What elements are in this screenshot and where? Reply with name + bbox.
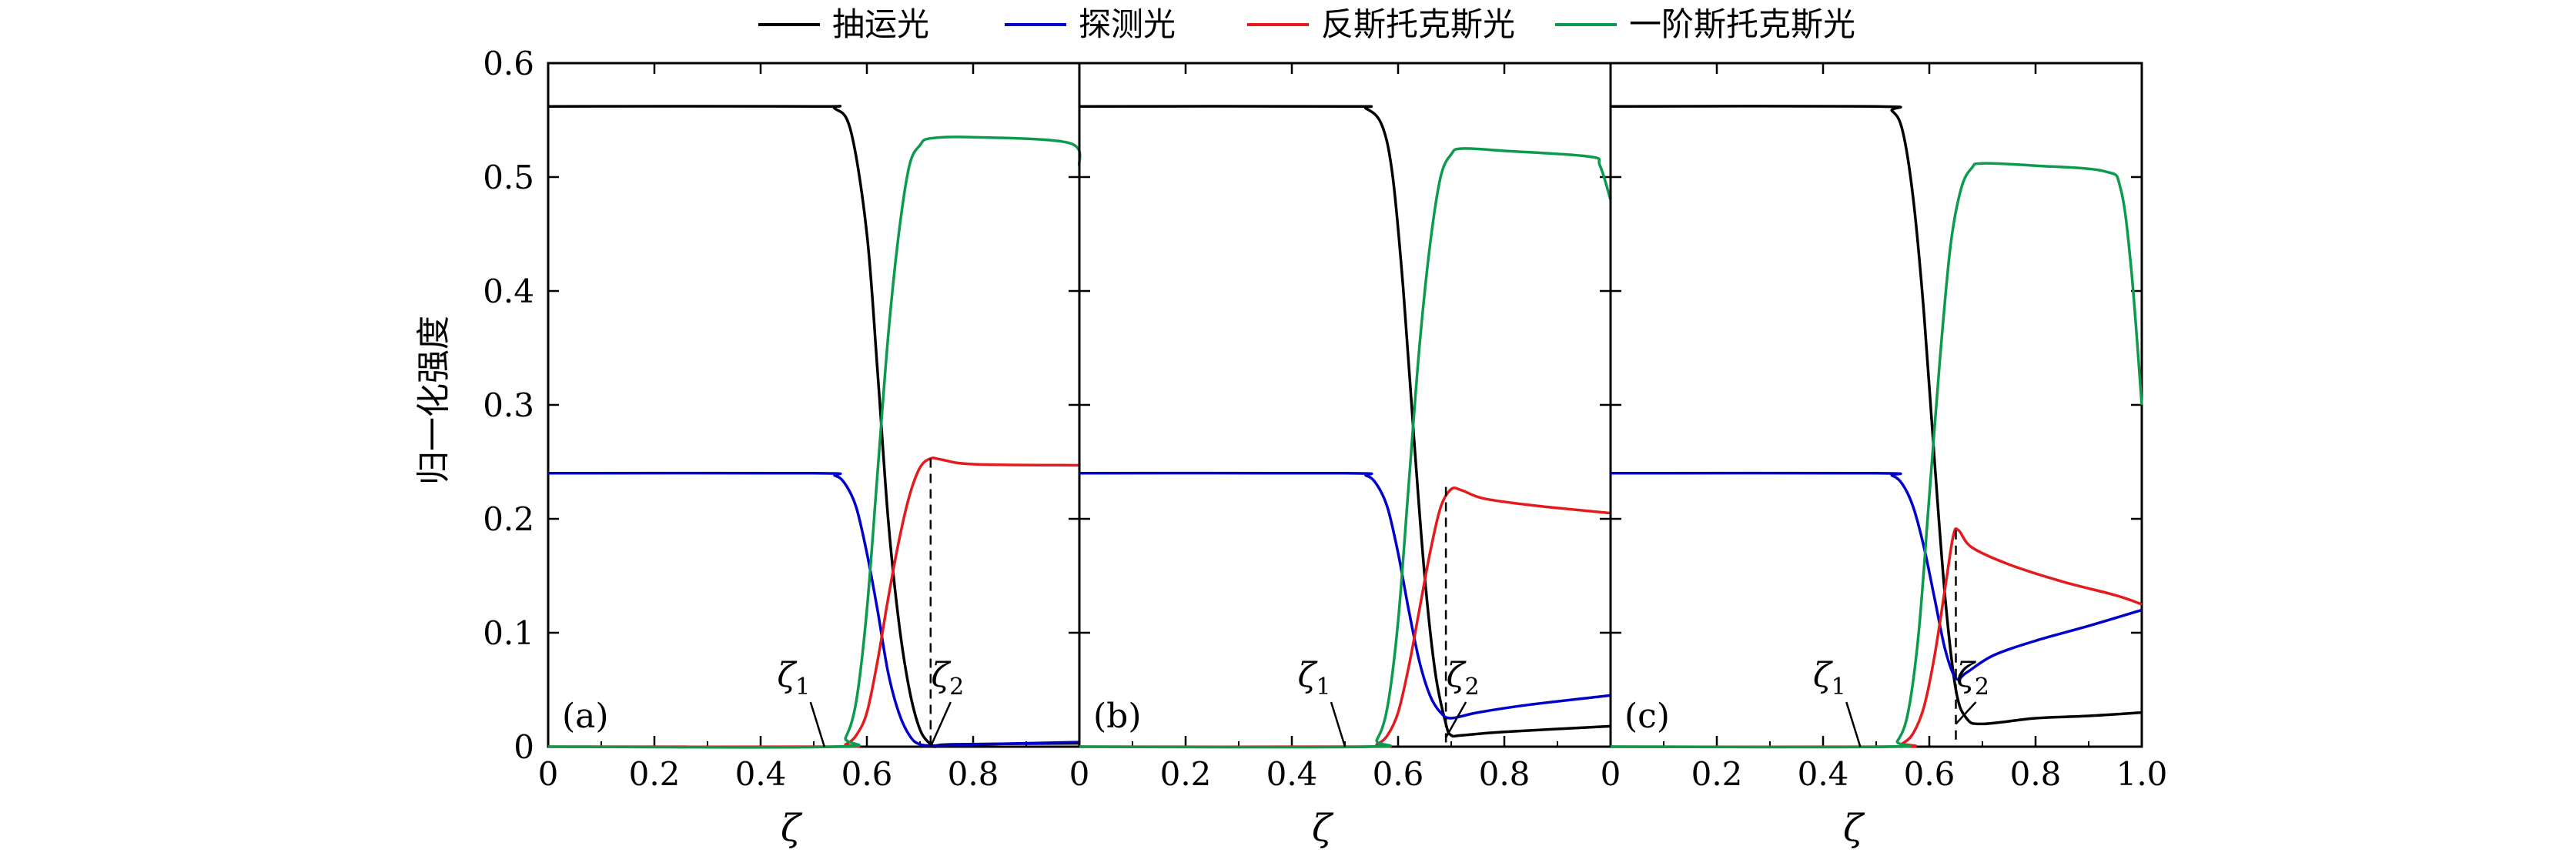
x-tick-label: 0.8: [1479, 755, 1531, 793]
series-line-1: [1079, 471, 1611, 720]
x-tick-label: 0.4: [735, 755, 787, 793]
x-tick-label: 0.6: [1904, 755, 1955, 793]
series-line-3: [1610, 162, 2143, 749]
annotation-pointer: [929, 701, 952, 747]
panel-label: (c): [1624, 697, 1670, 736]
series-line-3: [1079, 147, 1612, 749]
legend-label-3: 一阶斯托克斯光: [1629, 5, 1855, 43]
series-line-1: [547, 471, 1080, 747]
panel-0: 0 0.2 0.4 0.6 0.8 0 0.1 0.2 0.3 0.4 0.5 0.6 ζ ζ1 ζ2 (a): [483, 45, 1082, 850]
annotation-zeta-1: ζ1: [1813, 656, 1846, 701]
panel-frame: [1609, 62, 2143, 748]
annotation-pointer: [1845, 701, 1862, 747]
annotation-zeta-1: ζ1: [1298, 656, 1331, 701]
x-tick-label: 0.2: [629, 755, 681, 793]
panel-frame: [1078, 62, 1612, 748]
panel-2: 0 0.2 0.4 0.6 0.8 1.0 ζ ζ1 ζ2 (c): [1601, 62, 2168, 850]
x-tick-label: 0.8: [948, 755, 999, 793]
annotation-pointer: [1955, 701, 1977, 725]
x-tick-label: 0: [1069, 755, 1090, 793]
x-tick-label: 0.8: [2010, 755, 2062, 793]
x-tick-label: 0.6: [1373, 755, 1424, 793]
x-tick-label: 0.6: [841, 755, 893, 793]
x-axis-label: ζ: [781, 807, 803, 850]
panel-label: (a): [562, 697, 609, 736]
x-tick-label: 1.0: [2116, 755, 2168, 793]
annotation-pointer: [1445, 701, 1467, 738]
annotation-zeta-2: ζ2: [931, 656, 964, 701]
x-axis-label: ζ: [1843, 807, 1865, 850]
legend-label-1: 探测光: [1079, 5, 1176, 43]
series-line-0: [1610, 105, 2143, 726]
legend-label-2: 反斯托克斯光: [1321, 5, 1515, 43]
x-tick-label: 0.4: [1266, 755, 1318, 793]
annotation-zeta-1: ζ1: [777, 656, 810, 701]
panel-label: (b): [1093, 697, 1142, 736]
y-tick-label: 0.5: [483, 159, 534, 196]
y-axis-label: 归一化强度: [414, 316, 453, 485]
series-line-0: [547, 105, 1080, 748]
y-tick-label: 0.4: [483, 273, 534, 310]
y-tick-label: 0.6: [483, 45, 534, 82]
series-line-0: [1079, 105, 1611, 738]
y-tick-label: 0.3: [483, 386, 534, 424]
series-line-1: [1610, 471, 2143, 681]
x-axis-label: ζ: [1312, 807, 1334, 850]
panel-frame: [547, 62, 1081, 748]
annotation-zeta-2: ζ2: [1447, 656, 1480, 701]
series-line-2: [1610, 527, 2143, 749]
x-tick-label: 0.4: [1798, 755, 1849, 793]
y-tick-label: 0: [514, 728, 534, 766]
series-line-2: [547, 456, 1080, 748]
series-line-2: [1079, 487, 1611, 748]
legend: 抽运光 探测光 反斯托克斯光 一阶斯托克斯光: [758, 5, 1855, 43]
x-tick-label: 0.2: [1691, 755, 1743, 793]
series-line-3: [547, 135, 1082, 749]
legend-label-0: 抽运光: [832, 5, 929, 43]
panel-1: 0 0.2 0.4 0.6 0.8 ζ ζ1 ζ2 (b): [1069, 62, 1612, 850]
y-tick-label: 0.1: [483, 614, 534, 652]
panels: 0 0.2 0.4 0.6 0.8 0 0.1 0.2 0.3 0.4 0.5 0.6 ζ ζ1 ζ2 (a)…: [483, 45, 2167, 850]
y-tick-label: 0.2: [483, 500, 534, 538]
x-tick-label: 0: [1601, 755, 1621, 793]
x-tick-label: 0: [538, 755, 559, 793]
x-tick-label: 0.2: [1160, 755, 1212, 793]
annotation-pointer: [1330, 701, 1347, 747]
annotation-zeta-2: ζ2: [1956, 656, 1989, 701]
annotation-pointer: [809, 701, 825, 747]
